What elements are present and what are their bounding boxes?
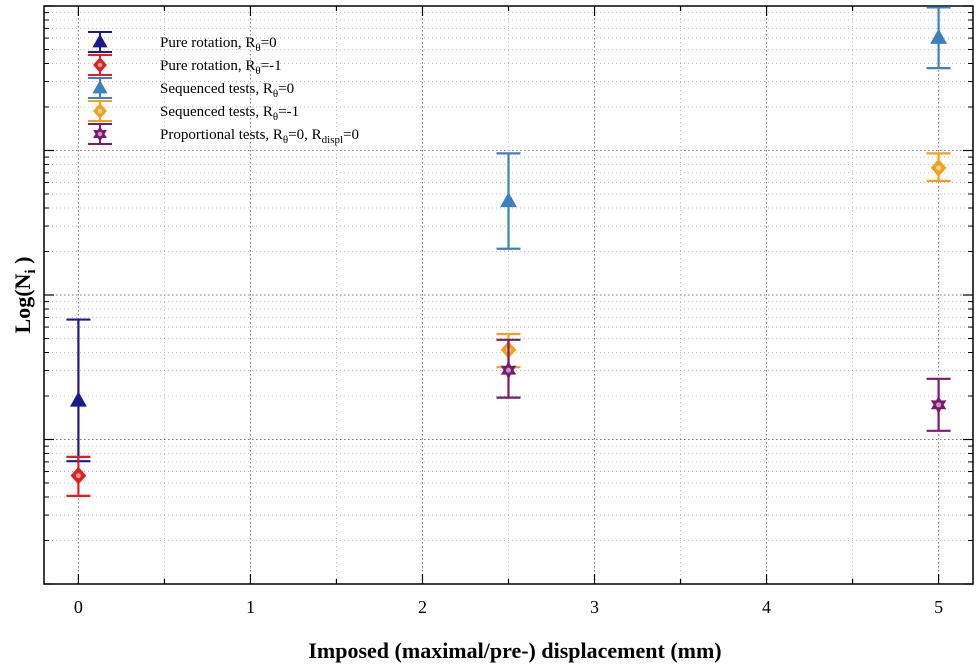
legend-subscript: θ: [255, 42, 260, 54]
legend-label: Pure rotation, Rθ=-1: [160, 58, 282, 77]
x-tick-label: 4: [762, 597, 771, 617]
legend-text: Sequenced tests, R: [160, 81, 273, 97]
legend-subscript: displ: [322, 134, 343, 146]
x-axis-title: Imposed (maximal/pre-) displacement (mm): [308, 638, 721, 663]
legend-label: Sequenced tests, Rθ=-1: [160, 104, 299, 123]
marker-highlight: [936, 165, 942, 171]
marker-highlight: [505, 367, 512, 373]
legend-text: =0: [278, 81, 294, 97]
legend-text: =0: [343, 127, 359, 143]
legend-subscript: θ: [273, 88, 278, 100]
legend-subscript: θ: [273, 111, 278, 123]
grid: [44, 6, 973, 584]
y-axis-title: Log(Ni ): [10, 257, 39, 334]
legend-item: Pure rotation, Rθ=0: [88, 31, 277, 54]
marker-highlight: [97, 108, 103, 114]
x-tick-label: 0: [74, 597, 83, 617]
marker-highlight: [97, 131, 103, 137]
legend-text: =0: [261, 35, 277, 51]
series-group: [496, 152, 951, 369]
series-group: [496, 338, 951, 432]
legend-label: Sequenced tests, Rθ=0: [160, 81, 294, 100]
legend-marker: [92, 79, 108, 94]
marker-highlight: [97, 62, 103, 68]
series-group: [496, 6, 951, 250]
legend-text: Proportional tests, R: [160, 127, 283, 143]
marker-highlight: [936, 402, 942, 408]
data-point: [500, 192, 517, 208]
legend-label: Proportional tests, Rθ=0, Rdispl=0: [160, 127, 359, 146]
legend-text: Pure rotation, R: [160, 35, 255, 51]
y-axis-title-sub: i: [23, 269, 39, 273]
x-tick-label: 2: [418, 597, 427, 617]
y-axis-title-main: Log(N: [10, 273, 35, 333]
legend-subscript: θ: [255, 65, 260, 77]
legend-text: =0, R: [288, 127, 321, 143]
legend-item: Sequenced tests, Rθ=0: [88, 77, 294, 100]
legend-marker: [92, 33, 108, 48]
data-point: [69, 391, 87, 407]
legend-subscript: θ: [283, 134, 288, 146]
legend-item: Sequenced tests, Rθ=-1: [88, 100, 299, 123]
x-tick-label: 5: [934, 597, 943, 617]
x-tick-label: 1: [246, 597, 255, 617]
series-group: [66, 318, 91, 463]
legend-label: Pure rotation, Rθ=0: [160, 35, 277, 54]
x-tick-labels: 0 1 2 3 4 5: [74, 597, 943, 617]
x-tick-label: 3: [590, 597, 599, 617]
data-series: [66, 6, 951, 497]
legend-text: =-1: [278, 104, 299, 120]
data-point: [930, 28, 948, 44]
legend-item: Proportional tests, Rθ=0, Rdispl=0: [88, 123, 359, 146]
legend-item: Pure rotation, Rθ=-1: [88, 54, 282, 77]
axis-ticks: [44, 5, 973, 585]
series-group: [66, 455, 91, 497]
legend-text: =-1: [261, 58, 282, 74]
y-axis-title-end: ): [10, 257, 35, 270]
legend-text: Pure rotation, R: [160, 58, 255, 74]
marker-highlight: [75, 473, 81, 479]
legend-text: Sequenced tests, R: [160, 104, 273, 120]
